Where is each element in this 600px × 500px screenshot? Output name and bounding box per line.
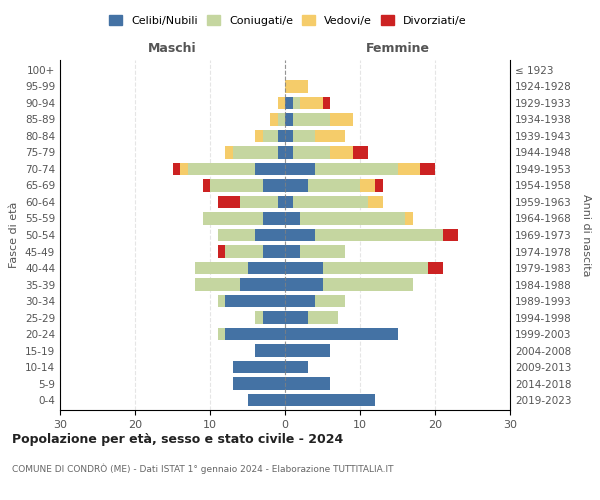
Bar bbox=[195, 262, 248, 274]
Y-axis label: Fasce di età: Fasce di età bbox=[10, 202, 19, 268]
Bar bbox=[375, 180, 383, 192]
Bar bbox=[285, 80, 308, 92]
Bar bbox=[233, 146, 277, 158]
Bar bbox=[277, 96, 285, 109]
Bar bbox=[300, 212, 405, 224]
Bar bbox=[427, 262, 443, 274]
Bar bbox=[323, 278, 413, 290]
Bar bbox=[367, 196, 383, 208]
Bar bbox=[285, 312, 308, 324]
Bar bbox=[285, 212, 300, 224]
Bar bbox=[233, 361, 285, 374]
Bar bbox=[225, 146, 233, 158]
Bar bbox=[315, 295, 345, 307]
Bar bbox=[218, 196, 240, 208]
Bar bbox=[255, 229, 285, 241]
Bar bbox=[420, 163, 435, 175]
Bar bbox=[285, 246, 300, 258]
Bar bbox=[277, 196, 285, 208]
Y-axis label: Anni di nascita: Anni di nascita bbox=[581, 194, 591, 276]
Legend: Celibi/Nubili, Coniugati/e, Vedovi/e, Divorziati/e: Celibi/Nubili, Coniugati/e, Vedovi/e, Di… bbox=[105, 10, 471, 30]
Bar bbox=[330, 146, 353, 158]
Bar bbox=[173, 163, 180, 175]
Text: Maschi: Maschi bbox=[148, 42, 197, 55]
Bar bbox=[285, 229, 315, 241]
Bar bbox=[225, 328, 285, 340]
Bar bbox=[323, 262, 427, 274]
Bar bbox=[210, 180, 263, 192]
Bar bbox=[323, 96, 330, 109]
Bar bbox=[203, 180, 210, 192]
Bar bbox=[285, 378, 330, 390]
Bar bbox=[398, 163, 420, 175]
Bar bbox=[300, 246, 345, 258]
Bar bbox=[285, 113, 293, 126]
Bar bbox=[360, 180, 375, 192]
Bar bbox=[218, 229, 255, 241]
Bar bbox=[255, 312, 263, 324]
Bar bbox=[255, 163, 285, 175]
Bar bbox=[285, 262, 323, 274]
Bar bbox=[330, 113, 353, 126]
Bar bbox=[285, 328, 398, 340]
Bar bbox=[353, 146, 367, 158]
Bar bbox=[405, 212, 413, 224]
Bar bbox=[218, 295, 225, 307]
Bar bbox=[187, 163, 255, 175]
Bar bbox=[270, 113, 277, 126]
Bar bbox=[263, 130, 277, 142]
Bar bbox=[285, 96, 293, 109]
Bar bbox=[218, 246, 225, 258]
Bar bbox=[293, 130, 315, 142]
Bar bbox=[248, 394, 285, 406]
Bar bbox=[315, 229, 443, 241]
Bar bbox=[285, 278, 323, 290]
Bar bbox=[263, 312, 285, 324]
Bar bbox=[293, 196, 367, 208]
Bar bbox=[255, 130, 263, 142]
Bar bbox=[443, 229, 458, 241]
Bar bbox=[308, 180, 360, 192]
Text: COMUNE DI CONDRÒ (ME) - Dati ISTAT 1° gennaio 2024 - Elaborazione TUTTITALIA.IT: COMUNE DI CONDRÒ (ME) - Dati ISTAT 1° ge… bbox=[12, 464, 394, 474]
Bar bbox=[285, 344, 330, 357]
Bar bbox=[277, 130, 285, 142]
Bar bbox=[180, 163, 187, 175]
Bar bbox=[285, 394, 375, 406]
Bar bbox=[277, 113, 285, 126]
Bar bbox=[285, 361, 308, 374]
Bar bbox=[263, 180, 285, 192]
Bar bbox=[233, 378, 285, 390]
Bar bbox=[300, 96, 323, 109]
Bar bbox=[240, 196, 277, 208]
Bar bbox=[285, 146, 293, 158]
Bar bbox=[285, 130, 293, 142]
Bar bbox=[225, 246, 263, 258]
Bar bbox=[315, 163, 398, 175]
Bar bbox=[248, 262, 285, 274]
Bar bbox=[293, 96, 300, 109]
Bar bbox=[308, 312, 337, 324]
Bar bbox=[285, 180, 308, 192]
Bar bbox=[285, 196, 293, 208]
Bar bbox=[218, 328, 225, 340]
Bar bbox=[263, 246, 285, 258]
Bar bbox=[285, 295, 315, 307]
Text: Femmine: Femmine bbox=[365, 42, 430, 55]
Bar bbox=[293, 146, 330, 158]
Bar bbox=[285, 163, 315, 175]
Bar bbox=[225, 295, 285, 307]
Bar bbox=[240, 278, 285, 290]
Bar bbox=[203, 212, 263, 224]
Bar bbox=[293, 113, 330, 126]
Bar bbox=[263, 212, 285, 224]
Bar bbox=[277, 146, 285, 158]
Bar bbox=[315, 130, 345, 142]
Text: Popolazione per età, sesso e stato civile - 2024: Popolazione per età, sesso e stato civil… bbox=[12, 432, 343, 446]
Bar bbox=[255, 344, 285, 357]
Bar bbox=[195, 278, 240, 290]
